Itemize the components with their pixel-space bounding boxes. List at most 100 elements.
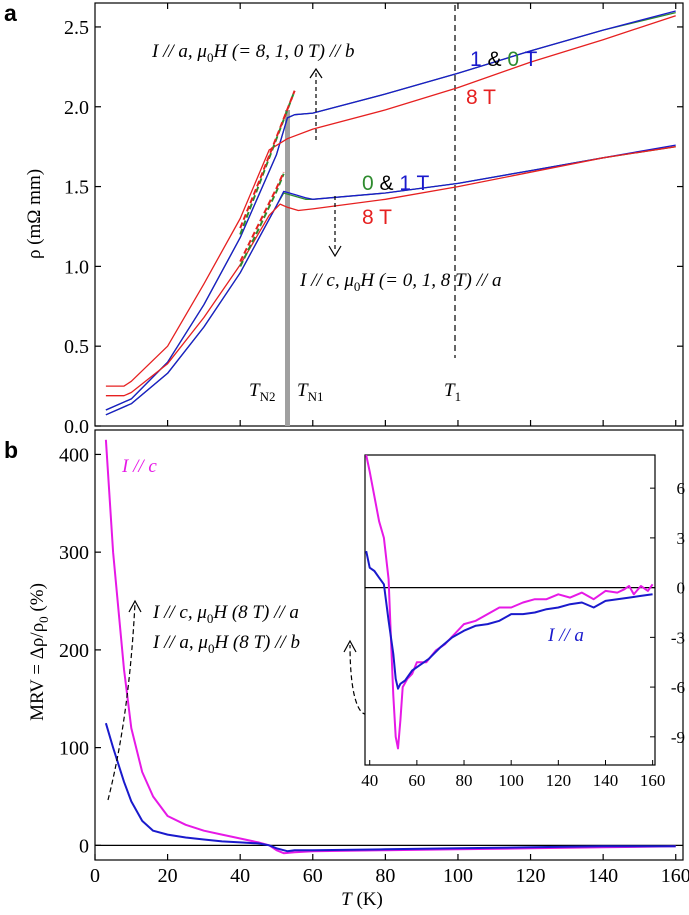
annotation-upper-suffix: H (= 8, 1, 0 T) // b bbox=[212, 41, 354, 62]
y-axis-label-b-main: MRV = Δρ/ρ bbox=[27, 623, 48, 721]
x-axis-label-unit: (K) bbox=[352, 889, 383, 910]
a-ytick-label-3: 1.5 bbox=[64, 177, 89, 199]
b-xtick-label-140: 140 bbox=[588, 865, 618, 887]
annotation-c-sub: 0 bbox=[207, 611, 214, 626]
i-ytick-label-4: 3 bbox=[677, 529, 686, 548]
i-ytick-label-0: -9 bbox=[671, 728, 685, 747]
b-xtick-label-120: 120 bbox=[516, 865, 546, 887]
i-ytick-label-3: 0 bbox=[677, 579, 686, 598]
b-xtick-label-160: 160 bbox=[661, 865, 689, 887]
inset-frame bbox=[364, 454, 656, 766]
label-1: 1 bbox=[470, 48, 482, 71]
i-ytick-label-5: 6 bbox=[677, 479, 686, 498]
i-xtick-label-100: 100 bbox=[498, 771, 524, 790]
annotation-a-mu: μ bbox=[197, 632, 208, 653]
a-ytick-label-4: 2.0 bbox=[64, 97, 89, 119]
a-series-7 bbox=[239, 90, 296, 229]
a-ytick-label-5: 2.5 bbox=[64, 17, 89, 39]
label-TN2-T: T bbox=[249, 380, 261, 401]
i-xtick-label-40: 40 bbox=[361, 771, 378, 790]
a-series-9 bbox=[239, 171, 285, 263]
i-xtick-label-60: 60 bbox=[408, 771, 425, 790]
label-T1-T: T bbox=[444, 380, 456, 401]
label-TN2: TN2 bbox=[249, 380, 275, 404]
label-0-lower: 0 bbox=[362, 172, 374, 195]
i-xtick-label-160: 160 bbox=[640, 771, 666, 790]
b-ytick-label-0: 0 bbox=[79, 835, 89, 857]
a-ytick-label-2: 1.0 bbox=[64, 256, 89, 278]
annotation-upper-mu: μ bbox=[196, 41, 207, 62]
x-axis-label: T (K) bbox=[341, 889, 383, 910]
y-axis-label-b-sub: 0 bbox=[36, 616, 51, 623]
b-xtick-label-80: 80 bbox=[375, 865, 395, 887]
legend-I-c: I // c bbox=[121, 456, 157, 477]
dashed-arrow-main-head bbox=[128, 599, 142, 613]
b-xtick-label-100: 100 bbox=[443, 865, 473, 887]
a-ytick-label-0: 0.0 bbox=[64, 416, 89, 438]
a-ytick-label-1: 0.5 bbox=[64, 336, 89, 358]
annotation-lower-prefix: I // c, bbox=[299, 270, 344, 291]
b-ytick-label-100: 100 bbox=[59, 738, 89, 760]
annotation-lower-sub: 0 bbox=[354, 279, 361, 294]
a-series-8 bbox=[239, 173, 285, 267]
i-ytick-label-2: -3 bbox=[671, 628, 685, 647]
i-ytick-label-1: -6 bbox=[671, 678, 685, 697]
a-series-1 bbox=[105, 10, 676, 411]
arrow-up-head bbox=[309, 67, 323, 79]
label-TN1-sub: N1 bbox=[308, 389, 324, 404]
label-8T-upper: 8 T bbox=[466, 86, 496, 109]
panel-a: 0.00.51.01.52.02.5 ρ (mΩ mm) I // a, μ0H… bbox=[24, 2, 684, 438]
annotation-lower-suffix: H (= 0, 1, 8 T) // a bbox=[359, 270, 501, 291]
label-1-amp-0: 1 & 0 T bbox=[470, 48, 538, 71]
label-TN1-T: T bbox=[297, 380, 309, 401]
b-ytick-label-300: 300 bbox=[59, 542, 89, 564]
panel-a-label: a bbox=[4, 0, 17, 26]
dashed-arrow-main bbox=[107, 602, 136, 801]
i-series-1 bbox=[365, 550, 653, 690]
annotation-a-prefix: I // a, bbox=[152, 632, 198, 653]
b-ytick-label-400: 400 bbox=[59, 444, 89, 466]
b-xtick-label-40: 40 bbox=[230, 865, 250, 887]
inset: 40 60 80 100 120 140 160 -9 -6 -3 0 3 6 I // a bbox=[361, 454, 686, 790]
i-xtick-label-140: 140 bbox=[593, 771, 619, 790]
y-axis-label-b: MRV = Δρ/ρ0 (%) bbox=[27, 583, 51, 721]
label-T-lower: T bbox=[411, 172, 429, 195]
dashed-arrow-inset-head bbox=[343, 639, 357, 653]
annotation-c: I // c, μ0H (8 T) // a bbox=[152, 602, 299, 626]
a-series-5 bbox=[105, 146, 676, 397]
label-TN2-sub: N2 bbox=[260, 389, 276, 404]
transition-band bbox=[285, 110, 290, 426]
annotation-upper-sub: 0 bbox=[207, 50, 214, 65]
panel-a-frame bbox=[94, 2, 684, 427]
label-0-amp-1: 0 & 1 T bbox=[362, 172, 430, 195]
label-T: T bbox=[519, 48, 537, 71]
label-amp: & bbox=[482, 48, 508, 71]
panel-b-label: b bbox=[4, 437, 18, 463]
annotation-c-prefix: I // c, bbox=[152, 602, 197, 623]
annotation-upper: I // a, μ0H (= 8, 1, 0 T) // b bbox=[151, 41, 355, 65]
annotation-a: I // a, μ0H (8 T) // b bbox=[152, 632, 300, 656]
y-axis-label-b-unit: (%) bbox=[27, 583, 48, 616]
annotation-a-suffix: H (8 T) // b bbox=[213, 632, 300, 653]
label-0: 0 bbox=[507, 48, 519, 71]
annotation-c-suffix: H (8 T) // a bbox=[212, 602, 299, 623]
annotation-lower: I // c, μ0H (= 0, 1, 8 T) // a bbox=[299, 270, 501, 294]
arrow-down-head bbox=[328, 245, 342, 258]
annotation-upper-prefix: I // a, bbox=[151, 41, 197, 62]
b-series-1 bbox=[104, 722, 676, 853]
b-xtick-label-20: 20 bbox=[158, 865, 178, 887]
b-xtick-label-60: 60 bbox=[303, 865, 323, 887]
i-xtick-label-80: 80 bbox=[456, 771, 473, 790]
label-amp-lower: & bbox=[374, 172, 400, 195]
a-series-2 bbox=[105, 15, 676, 387]
i-xtick-label-120: 120 bbox=[546, 771, 572, 790]
legend-I-a: I // a bbox=[547, 625, 584, 646]
panel-b-frame bbox=[94, 429, 684, 861]
label-8T-lower: 8 T bbox=[362, 206, 392, 229]
label-T1: T1 bbox=[444, 380, 461, 404]
x-axis-label-var: T bbox=[341, 889, 353, 910]
label-TN1: TN1 bbox=[297, 380, 323, 404]
y-axis-label-a: ρ (mΩ mm) bbox=[24, 169, 45, 259]
